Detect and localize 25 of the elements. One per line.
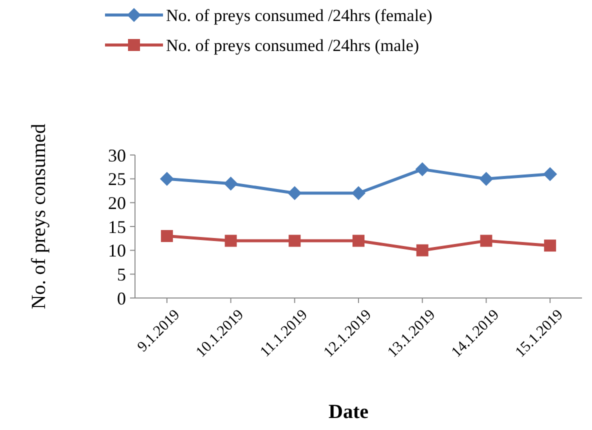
y-tick-label: 15 [108,216,126,237]
y-tick-label: 0 [117,288,126,308]
y-tick-label: 20 [108,192,126,213]
y-tick-label: 25 [108,169,126,190]
point [352,186,366,200]
point [160,172,174,186]
point [415,162,430,176]
legend-label: No. of preys consumed /24hrs (male) [166,36,420,55]
point [224,176,238,191]
y-axis-title: No. of preys consumed [28,124,50,310]
point [480,234,492,247]
y-tick-label: 10 [108,240,126,261]
point [288,186,302,200]
legend-label: No. of preys consumed /24hrs (female) [166,6,432,25]
point [416,244,428,256]
point [543,167,558,182]
point [352,234,364,247]
x-axis-title: Date [328,401,369,423]
y-tick-label: 5 [117,264,126,284]
point [479,172,494,186]
point [544,240,556,252]
y-tick-label: 30 [108,145,126,166]
point [224,234,237,247]
point [160,230,173,242]
point [288,234,301,247]
